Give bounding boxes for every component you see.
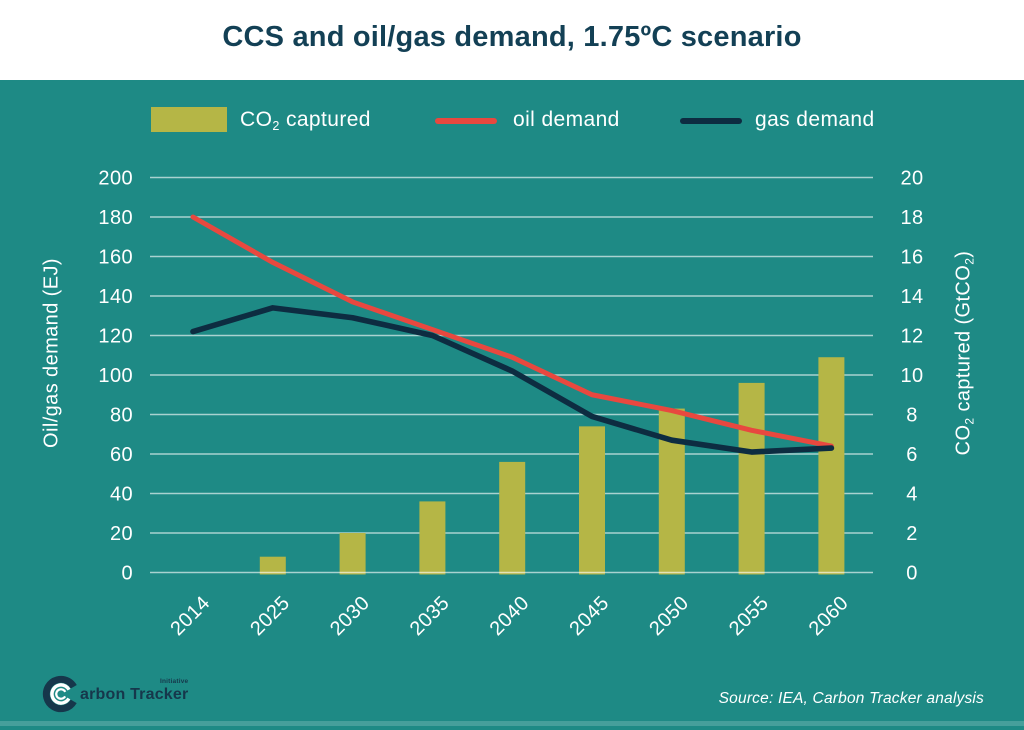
legend-oil-line-swatch — [435, 118, 497, 124]
carbon-tracker-logo: arbon Tracker Initiative — [42, 672, 262, 718]
co2-captured-bar — [658, 408, 685, 575]
right-axis-tick-label: 8 — [906, 405, 918, 427]
right-axis-tick-label: 12 — [900, 326, 923, 348]
co2-captured-bar — [419, 501, 446, 575]
right-axis-title-subscript: 2 — [962, 417, 977, 425]
x-axis-label: 2040 — [486, 592, 534, 640]
left-axis-tick-label: 200 — [98, 168, 133, 190]
left-axis-tick-label: 40 — [110, 484, 133, 506]
right-axis-title-text: CO — [952, 424, 975, 456]
legend-gas-line-swatch — [680, 118, 742, 124]
left-axis-tick-label: 0 — [121, 563, 133, 585]
left-axis-tick-label: 140 — [98, 286, 133, 308]
left-axis-tick-label: 80 — [110, 405, 133, 427]
co2-captured-bar — [738, 382, 765, 575]
left-axis-tick-label: 180 — [98, 207, 133, 229]
x-axis-label: 2060 — [805, 592, 853, 640]
source-attribution: Source: IEA, Carbon Tracker analysis — [718, 690, 984, 707]
logo-wordmark: arbon Tracker — [80, 686, 189, 703]
co2-captured-bar — [579, 426, 605, 575]
chart-panel — [0, 80, 1024, 730]
right-axis-tick-label: 0 — [906, 563, 918, 585]
x-axis-label: 2035 — [406, 592, 454, 640]
legend-co2-text-suffix: captured — [279, 108, 371, 131]
x-axis-label: 2030 — [326, 592, 374, 640]
legend-oil-label: oil demand — [513, 108, 620, 131]
legend-co2-subscript: 2 — [272, 119, 280, 134]
right-axis-tick-label: 6 — [906, 444, 918, 466]
co2-captured-bar — [259, 556, 286, 575]
left-axis-title: Oil/gas demand (EJ) — [40, 258, 63, 448]
legend-co2-label: CO2 captured — [240, 107, 371, 134]
right-axis-tick-label: 14 — [900, 286, 923, 308]
right-axis-tick-label: 10 — [900, 365, 923, 387]
right-axis-tick-label: 18 — [900, 207, 923, 229]
right-axis-title-subscript2: 2 — [962, 257, 977, 265]
x-axis-label: 2055 — [725, 592, 773, 640]
right-axis-title-text-mid: captured (GtCO — [952, 264, 975, 418]
left-axis-tick-label: 60 — [110, 444, 133, 466]
legend-co2-swatch — [151, 107, 227, 132]
co2-captured-bar — [818, 357, 845, 575]
logo-initiative-label: Initiative — [160, 678, 189, 685]
right-axis-tick-label: 4 — [906, 484, 918, 506]
left-axis-tick-label: 120 — [98, 326, 133, 348]
right-axis-tick-label: 20 — [900, 168, 923, 190]
legend-gas-label: gas demand — [755, 108, 875, 131]
chart-title: CCS and oil/gas demand, 1.75ºC scenario — [222, 21, 802, 53]
header-band: CCS and oil/gas demand, 1.75ºC scenario — [0, 0, 1024, 80]
x-axis-label: 2014 — [166, 592, 214, 640]
co2-captured-bar — [499, 461, 526, 575]
x-axis-label: 2045 — [565, 592, 613, 640]
gas-demand-line — [190, 305, 835, 455]
x-axis-label: 2025 — [246, 592, 294, 640]
right-axis-tick-label: 16 — [900, 247, 923, 269]
left-axis-tick-label: 20 — [110, 523, 133, 545]
x-axis-label: 2050 — [645, 592, 693, 640]
right-axis-title: CO2 captured (GtCO2) — [952, 251, 977, 456]
co2-captured-bar — [339, 533, 366, 575]
carbon-tracker-logo-icon — [42, 675, 80, 713]
left-axis-tick-label: 100 — [98, 365, 133, 387]
left-axis-tick-label: 160 — [98, 247, 133, 269]
oil-demand-line — [190, 214, 834, 449]
bottom-edge-strip — [0, 721, 1024, 726]
legend-co2-text: CO — [240, 108, 273, 131]
right-axis-tick-label: 2 — [906, 523, 918, 545]
